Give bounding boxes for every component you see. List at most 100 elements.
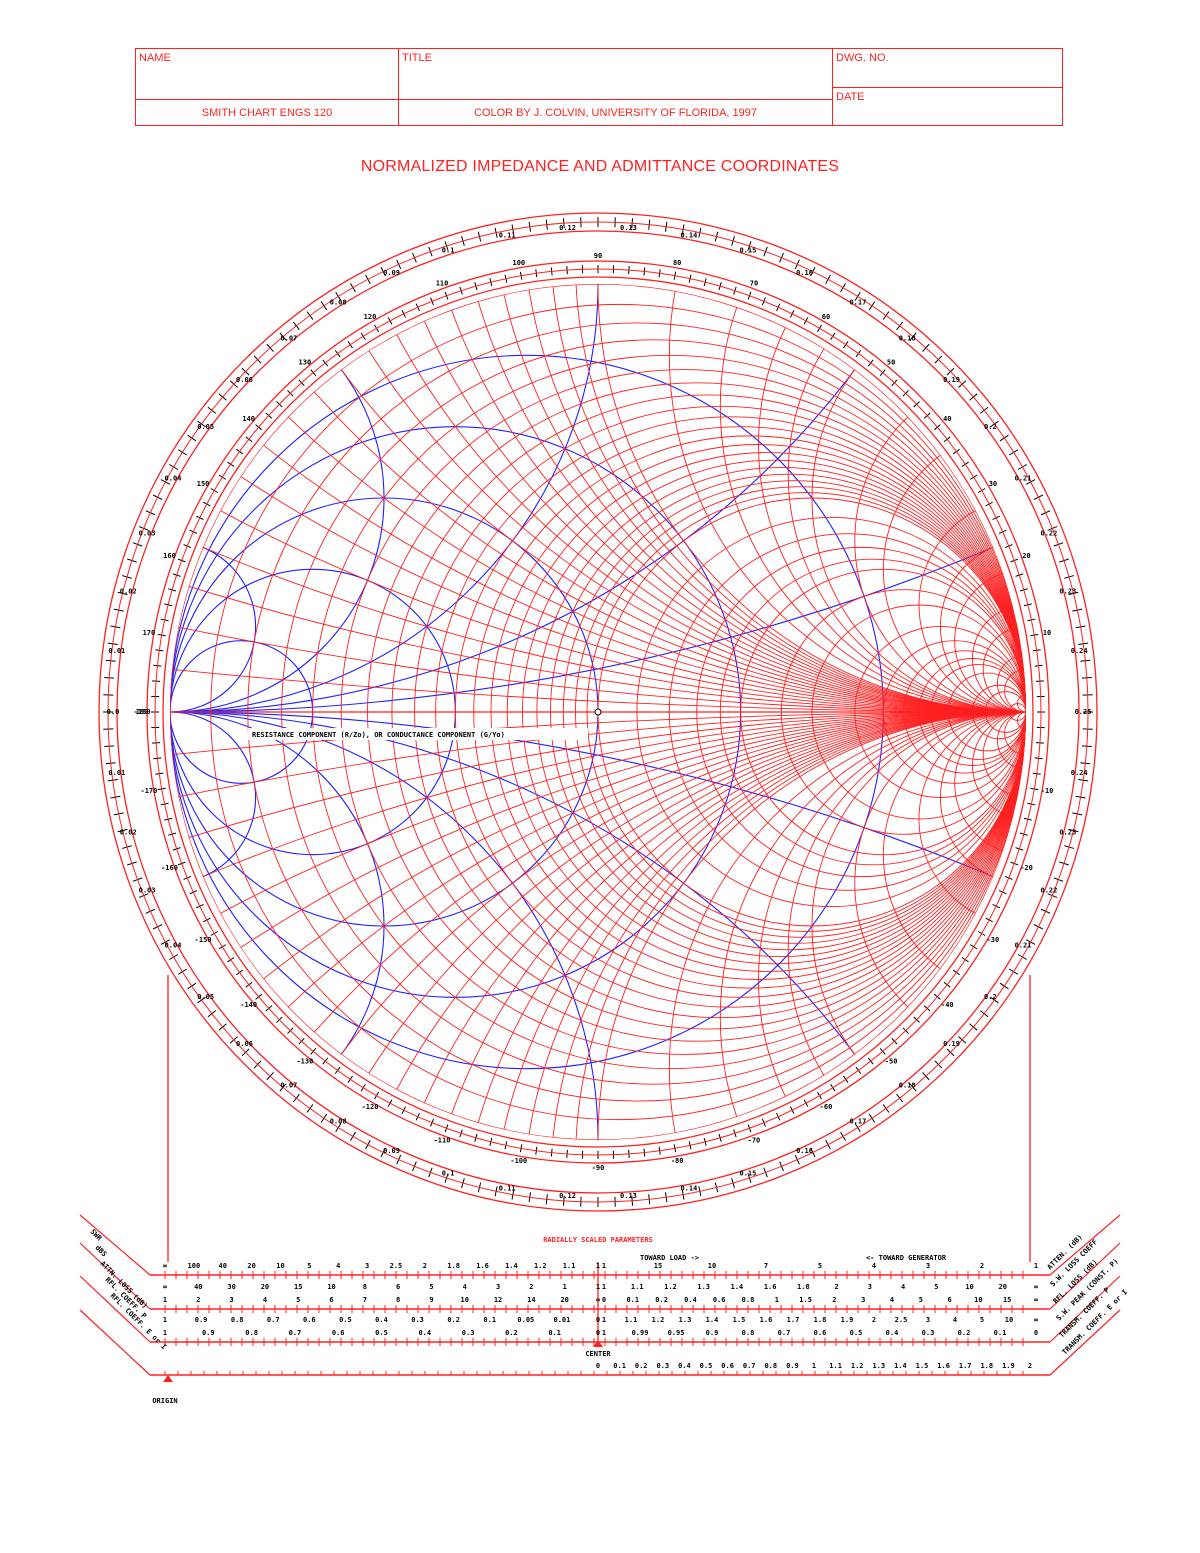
svg-text:∞: ∞	[1034, 1316, 1038, 1324]
svg-text:1.3: 1.3	[872, 1362, 885, 1370]
svg-text:0.23: 0.23	[1059, 587, 1076, 595]
svg-text:0: 0	[602, 1296, 606, 1304]
svg-text:1: 1	[602, 1262, 606, 1270]
svg-text:60: 60	[822, 313, 830, 321]
svg-text:0.1: 0.1	[442, 247, 455, 255]
svg-text:0.9: 0.9	[202, 1329, 215, 1337]
svg-text:7: 7	[764, 1262, 768, 1270]
svg-text:10: 10	[1043, 629, 1051, 637]
svg-text:3: 3	[868, 1283, 872, 1291]
svg-text:0.4: 0.4	[418, 1329, 431, 1337]
svg-text:1.4: 1.4	[505, 1262, 518, 1270]
svg-text:3: 3	[496, 1283, 500, 1291]
svg-text:4: 4	[901, 1283, 905, 1291]
svg-text:RADIALLY SCALED PARAMETERS: RADIALLY SCALED PARAMETERS	[543, 1236, 653, 1244]
svg-text:0.13: 0.13	[620, 224, 637, 232]
svg-text:1: 1	[602, 1283, 606, 1291]
title-value: COLOR BY J. COLVIN, UNIVERSITY OF FLORID…	[473, 107, 758, 119]
svg-text:0.08: 0.08	[330, 1117, 347, 1125]
dwg-cell: DWG. NO.	[833, 49, 1062, 88]
svg-text:0: 0	[596, 1362, 600, 1370]
svg-text:1: 1	[163, 1316, 167, 1324]
svg-text:14: 14	[527, 1296, 535, 1304]
svg-text:0.23: 0.23	[1059, 829, 1076, 837]
svg-text:20: 20	[261, 1283, 269, 1291]
svg-text:-30: -30	[987, 936, 1000, 944]
svg-text:4: 4	[872, 1262, 876, 1270]
svg-text:-10: -10	[1041, 787, 1054, 795]
svg-text:0.1: 0.1	[442, 1169, 455, 1177]
svg-text:0.1: 0.1	[483, 1316, 496, 1324]
svg-text:0.95: 0.95	[668, 1329, 685, 1337]
svg-text:0.4: 0.4	[678, 1362, 691, 1370]
svg-text:2.5: 2.5	[390, 1262, 403, 1270]
svg-text:130: 130	[299, 359, 312, 367]
svg-text:-130: -130	[296, 1057, 313, 1065]
svg-text:0.02: 0.02	[120, 587, 137, 595]
svg-text:0.2: 0.2	[984, 423, 997, 431]
svg-text:-160: -160	[161, 864, 178, 872]
svg-text:0.8: 0.8	[742, 1296, 755, 1304]
svg-text:0.6: 0.6	[713, 1296, 726, 1304]
svg-text:0.1: 0.1	[626, 1296, 639, 1304]
svg-text:0.07: 0.07	[280, 1082, 297, 1090]
svg-text:6: 6	[329, 1296, 333, 1304]
svg-text:100: 100	[512, 259, 525, 267]
svg-text:5: 5	[919, 1296, 923, 1304]
svg-text:0.13: 0.13	[620, 1192, 637, 1200]
svg-text:0.03: 0.03	[139, 887, 156, 895]
svg-text:0.11: 0.11	[499, 1184, 516, 1192]
svg-text:0.2: 0.2	[958, 1329, 971, 1337]
title-cell: TITLE	[399, 49, 833, 100]
svg-text:0.12: 0.12	[559, 224, 576, 232]
svg-text:0.03: 0.03	[139, 529, 156, 537]
svg-text:-50: -50	[885, 1057, 898, 1065]
svg-text:1.1: 1.1	[631, 1283, 644, 1291]
svg-text:0.8: 0.8	[742, 1329, 755, 1337]
svg-text:140: 140	[242, 415, 255, 423]
svg-text:1.8: 1.8	[447, 1262, 460, 1270]
svg-text:-80: -80	[671, 1157, 684, 1165]
svg-text:0.07: 0.07	[280, 334, 297, 342]
svg-text:150: 150	[197, 480, 210, 488]
svg-text:0.4: 0.4	[886, 1329, 899, 1337]
svg-text:2: 2	[423, 1262, 427, 1270]
svg-text:20: 20	[560, 1296, 568, 1304]
svg-text:0.6: 0.6	[303, 1316, 316, 1324]
svg-text:20: 20	[247, 1262, 255, 1270]
name-cell: NAME	[136, 49, 399, 100]
svg-text:ORIGIN: ORIGIN	[152, 1397, 177, 1405]
svg-text:∞: ∞	[163, 1283, 167, 1291]
svg-text:0.24: 0.24	[1071, 647, 1088, 655]
svg-text:40: 40	[943, 415, 951, 423]
svg-text:1: 1	[163, 1296, 167, 1304]
svg-text:3: 3	[926, 1262, 930, 1270]
svg-text:0.4: 0.4	[375, 1316, 388, 1324]
svg-text:0.06: 0.06	[236, 1040, 253, 1048]
svg-text:0.8: 0.8	[231, 1316, 244, 1324]
svg-text:0.02: 0.02	[120, 829, 137, 837]
svg-text:5: 5	[307, 1262, 311, 1270]
svg-text:10: 10	[276, 1262, 284, 1270]
svg-text:15: 15	[1003, 1296, 1011, 1304]
svg-text:2: 2	[196, 1296, 200, 1304]
svg-text:0.21: 0.21	[1015, 474, 1032, 482]
svg-text:2: 2	[872, 1316, 876, 1324]
date-cell: DATE	[833, 88, 1062, 125]
svg-text:1: 1	[775, 1296, 779, 1304]
title-block: NAME TITLE DWG. NO. DATE SMITH CHART ENG…	[135, 48, 1063, 126]
svg-text:0.14: 0.14	[680, 1184, 697, 1192]
svg-text:∞: ∞	[1034, 1283, 1038, 1291]
svg-text:-60: -60	[820, 1103, 833, 1111]
svg-text:1.2: 1.2	[652, 1316, 665, 1324]
svg-text:1: 1	[163, 1329, 167, 1337]
svg-text:∞: ∞	[1034, 1296, 1038, 1304]
svg-text:1.3: 1.3	[679, 1316, 692, 1324]
svg-text:4: 4	[336, 1262, 340, 1270]
svg-text:1.4: 1.4	[731, 1283, 744, 1291]
svg-text:160: 160	[163, 552, 176, 560]
svg-text:0.5: 0.5	[850, 1329, 863, 1337]
svg-text:1.2: 1.2	[664, 1283, 677, 1291]
svg-text:1.9: 1.9	[841, 1316, 854, 1324]
svg-text:0.06: 0.06	[236, 376, 253, 384]
